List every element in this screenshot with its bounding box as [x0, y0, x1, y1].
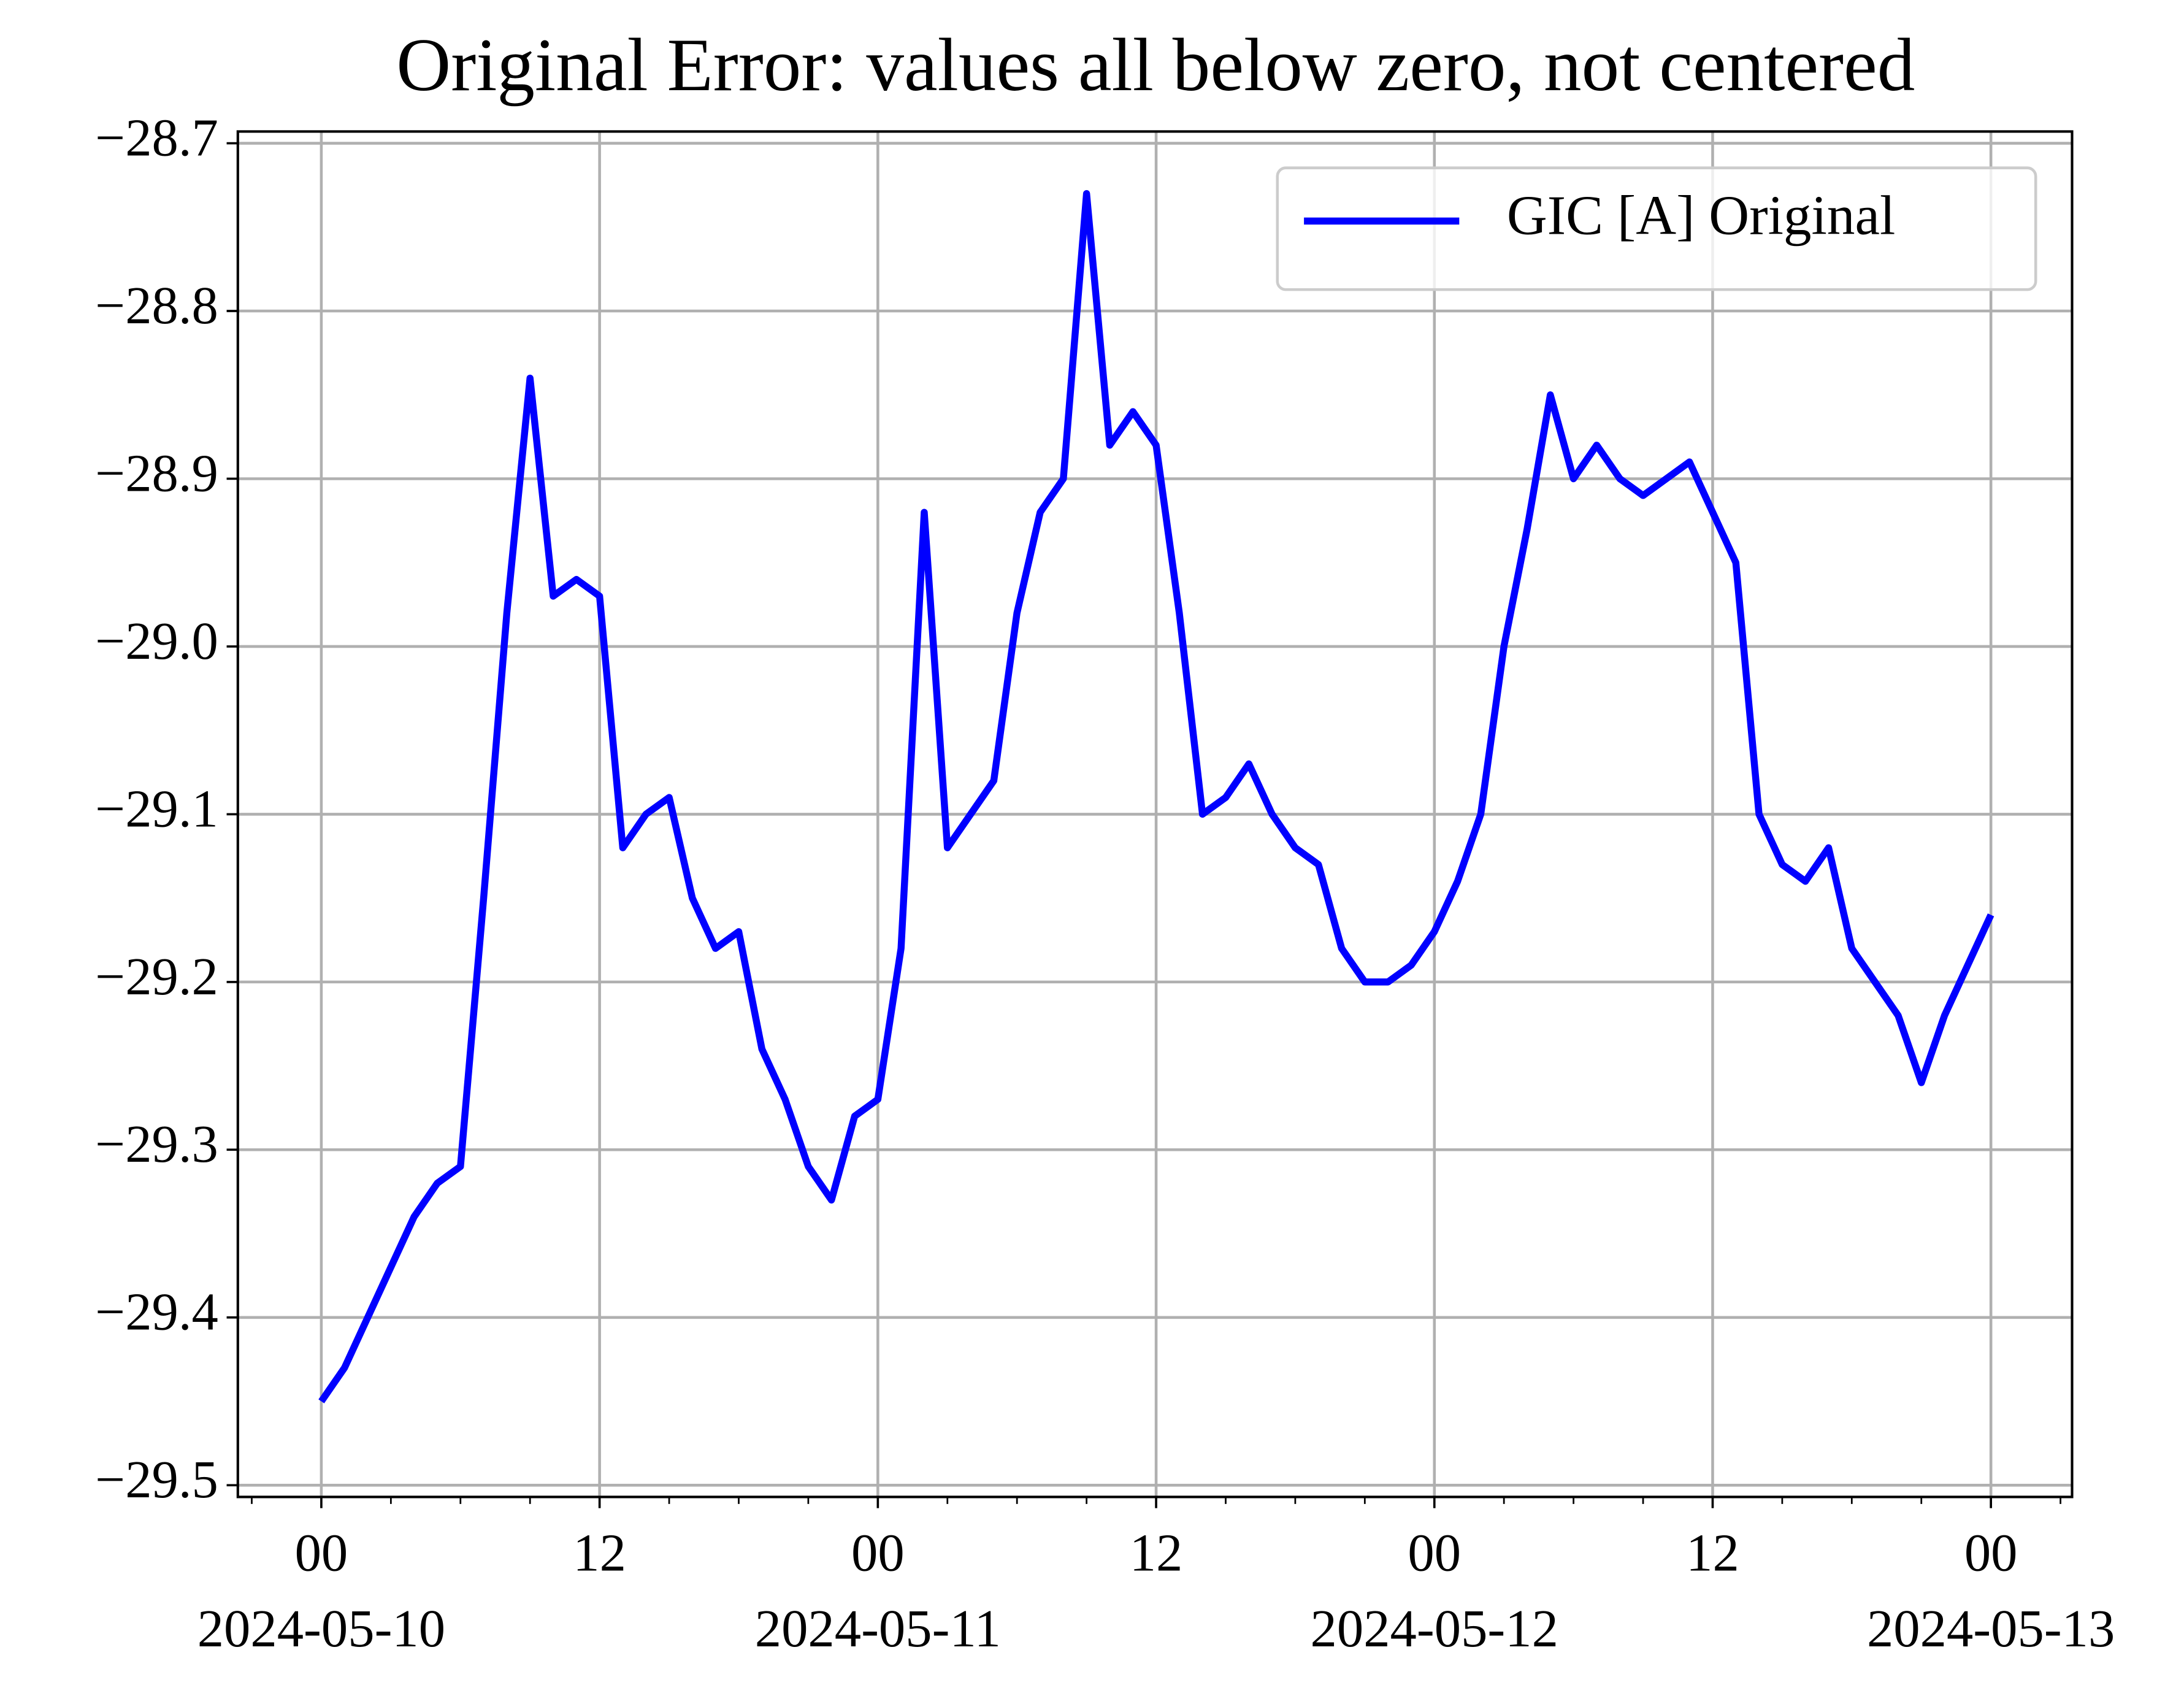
y-tick-label: −29.2 [95, 947, 218, 1006]
x-tick-date: 2024-05-13 [1867, 1599, 2115, 1658]
x-tick-date: 2024-05-12 [1311, 1599, 1558, 1658]
y-tick-label: −28.8 [95, 276, 218, 335]
x-tick-label: 12 [1130, 1524, 1183, 1583]
y-tick-label: −29.3 [95, 1115, 218, 1173]
data-line [318, 190, 1994, 1403]
x-tick-label: 00 [295, 1524, 348, 1583]
x-tick-date: 2024-05-11 [755, 1599, 1001, 1658]
x-tick-label: 00 [851, 1524, 905, 1583]
chart-title: Original Error: values all below zero, n… [396, 23, 1915, 107]
x-tick-label: 12 [1686, 1524, 1739, 1583]
x-tick-date: 2024-05-10 [197, 1599, 445, 1658]
legend-label: GIC [A] Original [1507, 184, 1895, 246]
y-tick-label: −29.4 [95, 1283, 218, 1341]
y-tick-label: −29.1 [95, 779, 218, 838]
legend-box [1276, 166, 2037, 291]
x-tick-label: 00 [1408, 1524, 1461, 1583]
y-tick-label: −29.5 [95, 1450, 218, 1509]
y-tick-label: −29.0 [95, 612, 218, 670]
y-tick-label: −28.7 [95, 108, 218, 167]
x-tick-label: 12 [573, 1524, 626, 1583]
y-tick-label: −28.9 [95, 443, 218, 502]
x-tick-label: 00 [1964, 1524, 2018, 1583]
plot-frame [236, 130, 2074, 1499]
